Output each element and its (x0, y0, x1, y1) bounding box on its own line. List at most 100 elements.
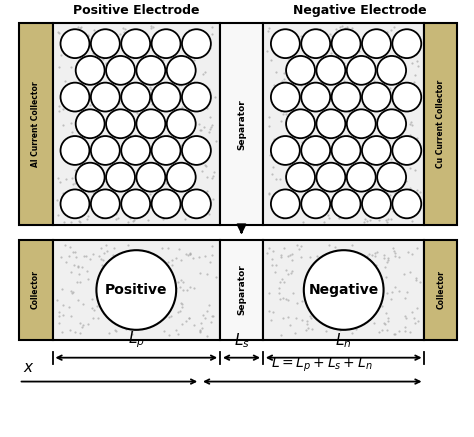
Point (178, 55, 186, 62)
Point (355, 47, 363, 54)
Point (403, 105, 411, 112)
Point (353, 180, 361, 187)
Point (264, 28, 272, 35)
Point (336, 305, 343, 312)
Circle shape (121, 136, 150, 165)
Point (340, 89, 347, 96)
Point (119, 267, 127, 274)
Point (273, 69, 280, 76)
Circle shape (362, 29, 391, 58)
Point (269, 39, 277, 46)
Point (372, 261, 379, 268)
Point (144, 248, 152, 255)
Point (146, 191, 154, 198)
Point (185, 199, 192, 206)
Point (74, 58, 82, 65)
Point (84, 276, 92, 283)
Point (142, 317, 150, 324)
Point (269, 45, 276, 52)
Point (111, 177, 118, 184)
Point (59, 189, 66, 196)
Point (365, 208, 373, 215)
Point (68, 87, 75, 94)
Point (335, 302, 343, 309)
Text: Positive: Positive (105, 283, 167, 297)
Point (320, 96, 328, 103)
Point (383, 216, 390, 223)
Point (384, 141, 392, 148)
Point (384, 124, 392, 131)
Point (201, 252, 209, 259)
Point (78, 263, 85, 270)
Point (342, 296, 350, 303)
Point (112, 211, 119, 218)
Point (363, 253, 371, 260)
Point (269, 163, 276, 170)
Point (163, 38, 170, 45)
Point (391, 52, 399, 59)
Point (103, 95, 110, 102)
Point (129, 141, 137, 148)
Point (128, 121, 136, 128)
Point (278, 139, 285, 146)
Point (332, 322, 340, 329)
Point (413, 305, 421, 312)
Point (86, 102, 94, 109)
Point (73, 170, 81, 177)
Point (79, 163, 86, 170)
Point (154, 307, 161, 314)
Point (405, 100, 412, 107)
Point (189, 141, 197, 148)
Point (112, 327, 119, 334)
Point (84, 33, 92, 40)
Point (92, 111, 100, 118)
Point (348, 293, 356, 300)
Point (205, 88, 212, 95)
Point (313, 188, 321, 195)
Point (288, 52, 296, 59)
Point (174, 152, 182, 159)
Point (175, 87, 182, 94)
Point (69, 31, 77, 38)
Point (147, 25, 155, 32)
Point (392, 69, 399, 76)
Point (311, 95, 319, 102)
Point (299, 317, 306, 324)
Point (406, 329, 414, 336)
Text: Negative Electrode: Negative Electrode (293, 4, 427, 17)
Point (356, 122, 363, 129)
Point (81, 62, 89, 69)
Point (200, 70, 207, 77)
Point (193, 49, 201, 56)
Point (155, 81, 163, 88)
Point (350, 82, 357, 89)
Point (388, 58, 395, 65)
Point (146, 265, 153, 272)
Point (196, 127, 204, 134)
Point (186, 250, 194, 257)
Point (112, 154, 119, 161)
Point (203, 332, 210, 339)
Point (173, 254, 180, 261)
Point (206, 301, 213, 308)
Point (142, 295, 149, 302)
Circle shape (301, 189, 330, 218)
Point (102, 144, 109, 151)
Point (384, 315, 392, 322)
Point (412, 277, 420, 284)
Point (330, 41, 337, 48)
Point (366, 291, 374, 298)
Point (167, 79, 175, 86)
Point (351, 321, 358, 328)
Point (330, 250, 337, 257)
Point (285, 162, 292, 169)
Point (406, 269, 414, 276)
Point (190, 57, 198, 64)
Point (122, 326, 130, 333)
Point (268, 171, 275, 178)
Point (199, 167, 206, 174)
Point (417, 279, 424, 286)
Point (186, 251, 193, 258)
Point (186, 168, 193, 175)
Point (141, 51, 149, 58)
